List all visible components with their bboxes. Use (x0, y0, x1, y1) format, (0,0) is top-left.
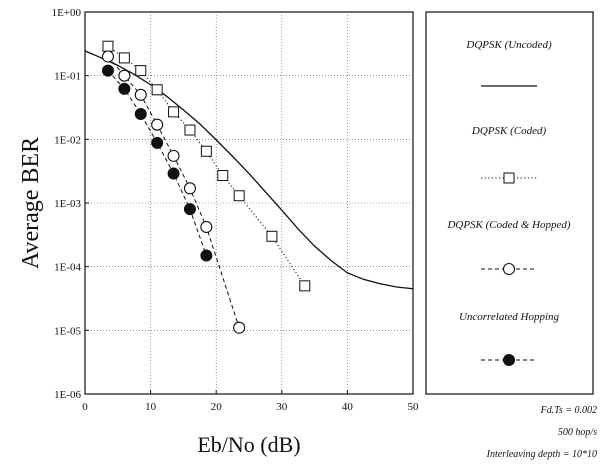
x-tick-label: 10 (145, 401, 157, 413)
x-tick-label: 20 (211, 401, 223, 413)
series-coded-hopped-open-circle-marker (167, 149, 180, 162)
grid-lines (84, 11, 414, 395)
series-coded-hopped-open-circle-marker (233, 321, 246, 334)
series-coded-hopped-open-circle-marker (118, 69, 131, 82)
series-uncorrelated-hopping-filled-circle-marker (101, 64, 114, 77)
series-uncorrelated-hopping-filled-circle-marker (151, 136, 164, 149)
series-coded-hopped-open-circle-marker (200, 220, 213, 234)
series-coded-square-marker (233, 190, 245, 202)
series-coded-square-marker (102, 40, 114, 52)
legend: DQPSK (Uncoded) DQPSK (Coded) DQPSK (Coded… (446, 39, 571, 366)
legend-sample-uncorrelated-hopping-filled-circle-marker (503, 354, 515, 366)
annotation-interleaving: Interleaving depth = 10*10 (486, 449, 597, 460)
series-coded-hopped-open-circle-marker (134, 88, 147, 101)
series-coded-square-marker (217, 170, 229, 182)
series-coded-hopped-open-circle-marker (183, 182, 197, 195)
series-uncorrelated-hopping-line (107, 70, 207, 256)
series-coded (102, 40, 311, 292)
series-coded-square-marker (184, 124, 196, 136)
series-coded-hopped-line (107, 56, 240, 328)
y-axis-title: Average BER (18, 137, 44, 269)
series-coded-square-marker (168, 106, 180, 118)
series-uncoded (84, 50, 414, 290)
legend-label-uncorrelated-hopping: Uncorrelated Hopping (459, 311, 560, 323)
legend-label-coded: DQPSK (Coded) (471, 125, 547, 137)
tick-labels: 0 10 20 30 40 50 1E+00 1E-01 1E-02 1E-03 1E-04 1E-0… (52, 7, 419, 413)
series-uncorrelated-hopping-filled-circle-marker (134, 107, 147, 120)
y-tick-label: 1E+00 (52, 7, 82, 19)
y-tick-label: 1E-06 (54, 389, 81, 401)
series-coded-square-marker (200, 145, 212, 157)
y-tick-label: 1E-05 (54, 325, 81, 337)
series-coded-square-marker (118, 52, 130, 64)
series-uncorrelated-hopping (101, 64, 213, 262)
x-tick-label: 30 (276, 401, 288, 413)
series-uncorrelated-hopping-filled-circle-marker (118, 82, 131, 95)
legend-sample-coded-square-marker (503, 172, 515, 184)
y-tick-label: 1E-01 (54, 71, 81, 83)
annotation-fd-ts: Fd.Ts = 0.002 (540, 405, 597, 416)
annotation-hop-rate: 500 hop/s (558, 427, 597, 438)
series-coded-square-marker (266, 230, 278, 242)
x-tick-label: 40 (342, 401, 354, 413)
series-layer (84, 40, 414, 334)
series-uncorrelated-hopping-filled-circle-marker (183, 203, 196, 216)
series-coded-hopped (101, 50, 246, 334)
legend-label-uncoded: DQPSK (Uncoded) (465, 39, 552, 51)
plot-area (84, 11, 414, 395)
legend-sample-coded-hopped-open-circle-marker (502, 262, 516, 276)
series-uncorrelated-hopping-filled-circle-marker (200, 249, 213, 262)
y-tick-label: 1E-04 (54, 262, 81, 274)
series-coded-hopped-open-circle-marker (151, 118, 164, 131)
legend-box (425, 11, 594, 395)
x-axis-title: Eb/No (dB) (197, 432, 300, 457)
y-tick-label: 1E-03 (54, 198, 81, 210)
y-tick-label: 1E-02 (54, 134, 81, 146)
series-coded-square-marker (299, 280, 311, 292)
x-tick-label: 0 (82, 401, 88, 413)
legend-label-coded-hopped: DQPSK (Coded & Hopped) (446, 219, 570, 231)
x-tick-label: 50 (408, 401, 420, 413)
series-uncorrelated-hopping-filled-circle-marker (167, 167, 180, 180)
series-coded-square-marker (151, 84, 163, 96)
series-uncoded-line (84, 50, 414, 290)
series-coded-hopped-open-circle-marker (101, 50, 115, 63)
series-coded-square-marker (135, 65, 147, 77)
